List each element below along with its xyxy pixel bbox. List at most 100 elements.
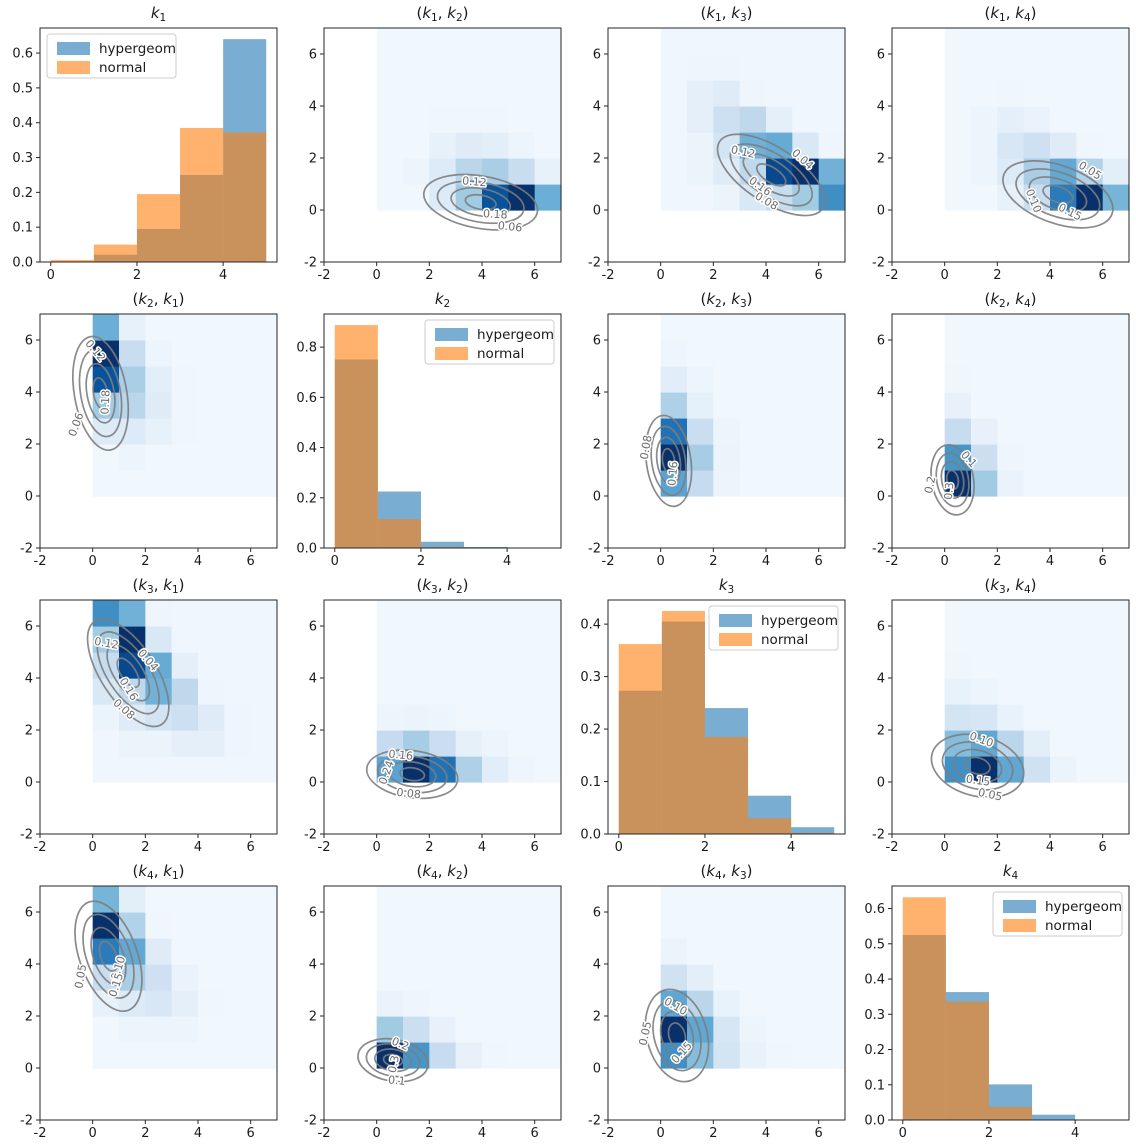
x-tick-label: 0: [89, 554, 97, 569]
y-tick-label: 0.3: [12, 151, 33, 166]
heatmap-cells: [945, 28, 1130, 211]
y-tick-label: -2: [872, 542, 885, 557]
contour-label: 0.05: [977, 786, 1004, 804]
x-tick-label: -2: [318, 840, 331, 855]
x-tick-label: 0: [331, 554, 339, 569]
x-tick-label: -2: [34, 554, 47, 569]
x-tick-label: 2: [425, 840, 433, 855]
y-tick-label: 2: [593, 1010, 601, 1025]
y-tick-label: 2: [309, 724, 317, 739]
y-tick-label: 2: [593, 152, 601, 167]
panel-title: (k4, k3): [700, 862, 752, 882]
y-tick-label: 4: [309, 958, 317, 973]
x-tick-label: 0: [657, 268, 665, 283]
hist-bar-normal: [223, 132, 266, 262]
x-tick-label: 4: [1046, 268, 1054, 283]
x-tick-label: 6: [1099, 268, 1107, 283]
y-tick-label: 0.1: [580, 775, 601, 790]
y-tick-label: 4: [309, 672, 317, 687]
y-tick-label: 4: [309, 100, 317, 115]
x-tick-label: 6: [815, 268, 823, 283]
x-tick-label: -2: [34, 840, 47, 855]
y-tick-label: 0.2: [296, 491, 317, 506]
panel-title: (k2, k1): [132, 290, 184, 310]
y-tick-label: 6: [25, 906, 33, 921]
x-tick-label: 2: [709, 268, 717, 283]
x-tick-label: 0: [941, 554, 949, 569]
y-tick-label: 0.4: [296, 441, 317, 456]
x-tick-label: -2: [602, 268, 615, 283]
x-tick-label: 2: [141, 840, 149, 855]
x-tick-label: 4: [478, 268, 486, 283]
y-tick-label: 0.4: [12, 116, 33, 131]
x-tick-label: 6: [531, 268, 539, 283]
y-tick-label: -2: [20, 1114, 33, 1129]
y-tick-label: -2: [588, 256, 601, 271]
panel-title: k1: [151, 4, 166, 24]
y-tick-label: 4: [593, 958, 601, 973]
y-tick-label: 0: [25, 1062, 33, 1077]
y-tick-label: 0: [309, 776, 317, 791]
heatmap-cells: [93, 314, 278, 497]
legend-label-hypergeom: hypergeom: [477, 327, 554, 343]
y-tick-label: 4: [593, 100, 601, 115]
legend-label-normal: normal: [99, 60, 146, 76]
panel-title: (k1, k2): [416, 4, 468, 24]
legend-label-normal: normal: [477, 346, 524, 362]
hist-bar-normal: [903, 897, 946, 1120]
y-tick-label: 0: [877, 204, 885, 219]
contour-label: 0.05: [72, 963, 89, 989]
y-tick-label: 6: [309, 906, 317, 921]
hist-bar-normal: [748, 818, 791, 834]
x-tick-label: 0: [373, 840, 381, 855]
x-tick-label: 6: [1099, 840, 1107, 855]
panel-title: k2: [435, 290, 450, 310]
y-tick-label: 0.1: [12, 221, 33, 236]
y-tick-label: -2: [304, 1114, 317, 1129]
legend-swatch-normal: [1003, 919, 1036, 932]
legend-swatch-normal: [57, 61, 90, 74]
y-tick-label: 0: [25, 490, 33, 505]
panel-title: (k4, k2): [416, 862, 468, 882]
x-tick-label: -2: [318, 268, 331, 283]
x-tick-label: 4: [762, 1126, 770, 1141]
contour-label: 0.18: [98, 390, 112, 415]
x-tick-label: 2: [141, 1126, 149, 1141]
legend-swatch-normal: [719, 633, 752, 646]
y-tick-label: 0: [309, 1062, 317, 1077]
x-tick-label: 2: [993, 554, 1001, 569]
x-tick-label: 4: [1071, 1126, 1079, 1141]
x-tick-label: -2: [886, 554, 899, 569]
y-tick-label: -2: [20, 542, 33, 557]
x-tick-label: -2: [318, 1126, 331, 1141]
hist-bar-normal: [946, 1002, 989, 1120]
x-tick-label: 2: [133, 268, 141, 283]
y-tick-label: 0.3: [580, 670, 601, 685]
x-tick-label: -2: [602, 554, 615, 569]
contour-label: 0.2: [922, 475, 938, 495]
y-tick-label: -2: [304, 256, 317, 271]
legend-swatch-normal: [435, 347, 468, 360]
panel-title: (k3, k1): [132, 576, 184, 596]
x-tick-label: 0: [941, 268, 949, 283]
x-tick-label: 4: [478, 1126, 486, 1141]
heatmap-cells: [661, 314, 846, 497]
legend-swatch-hypergeom: [435, 328, 468, 341]
contour-label: 0.05: [636, 1020, 654, 1047]
y-tick-label: 0.2: [580, 723, 601, 738]
